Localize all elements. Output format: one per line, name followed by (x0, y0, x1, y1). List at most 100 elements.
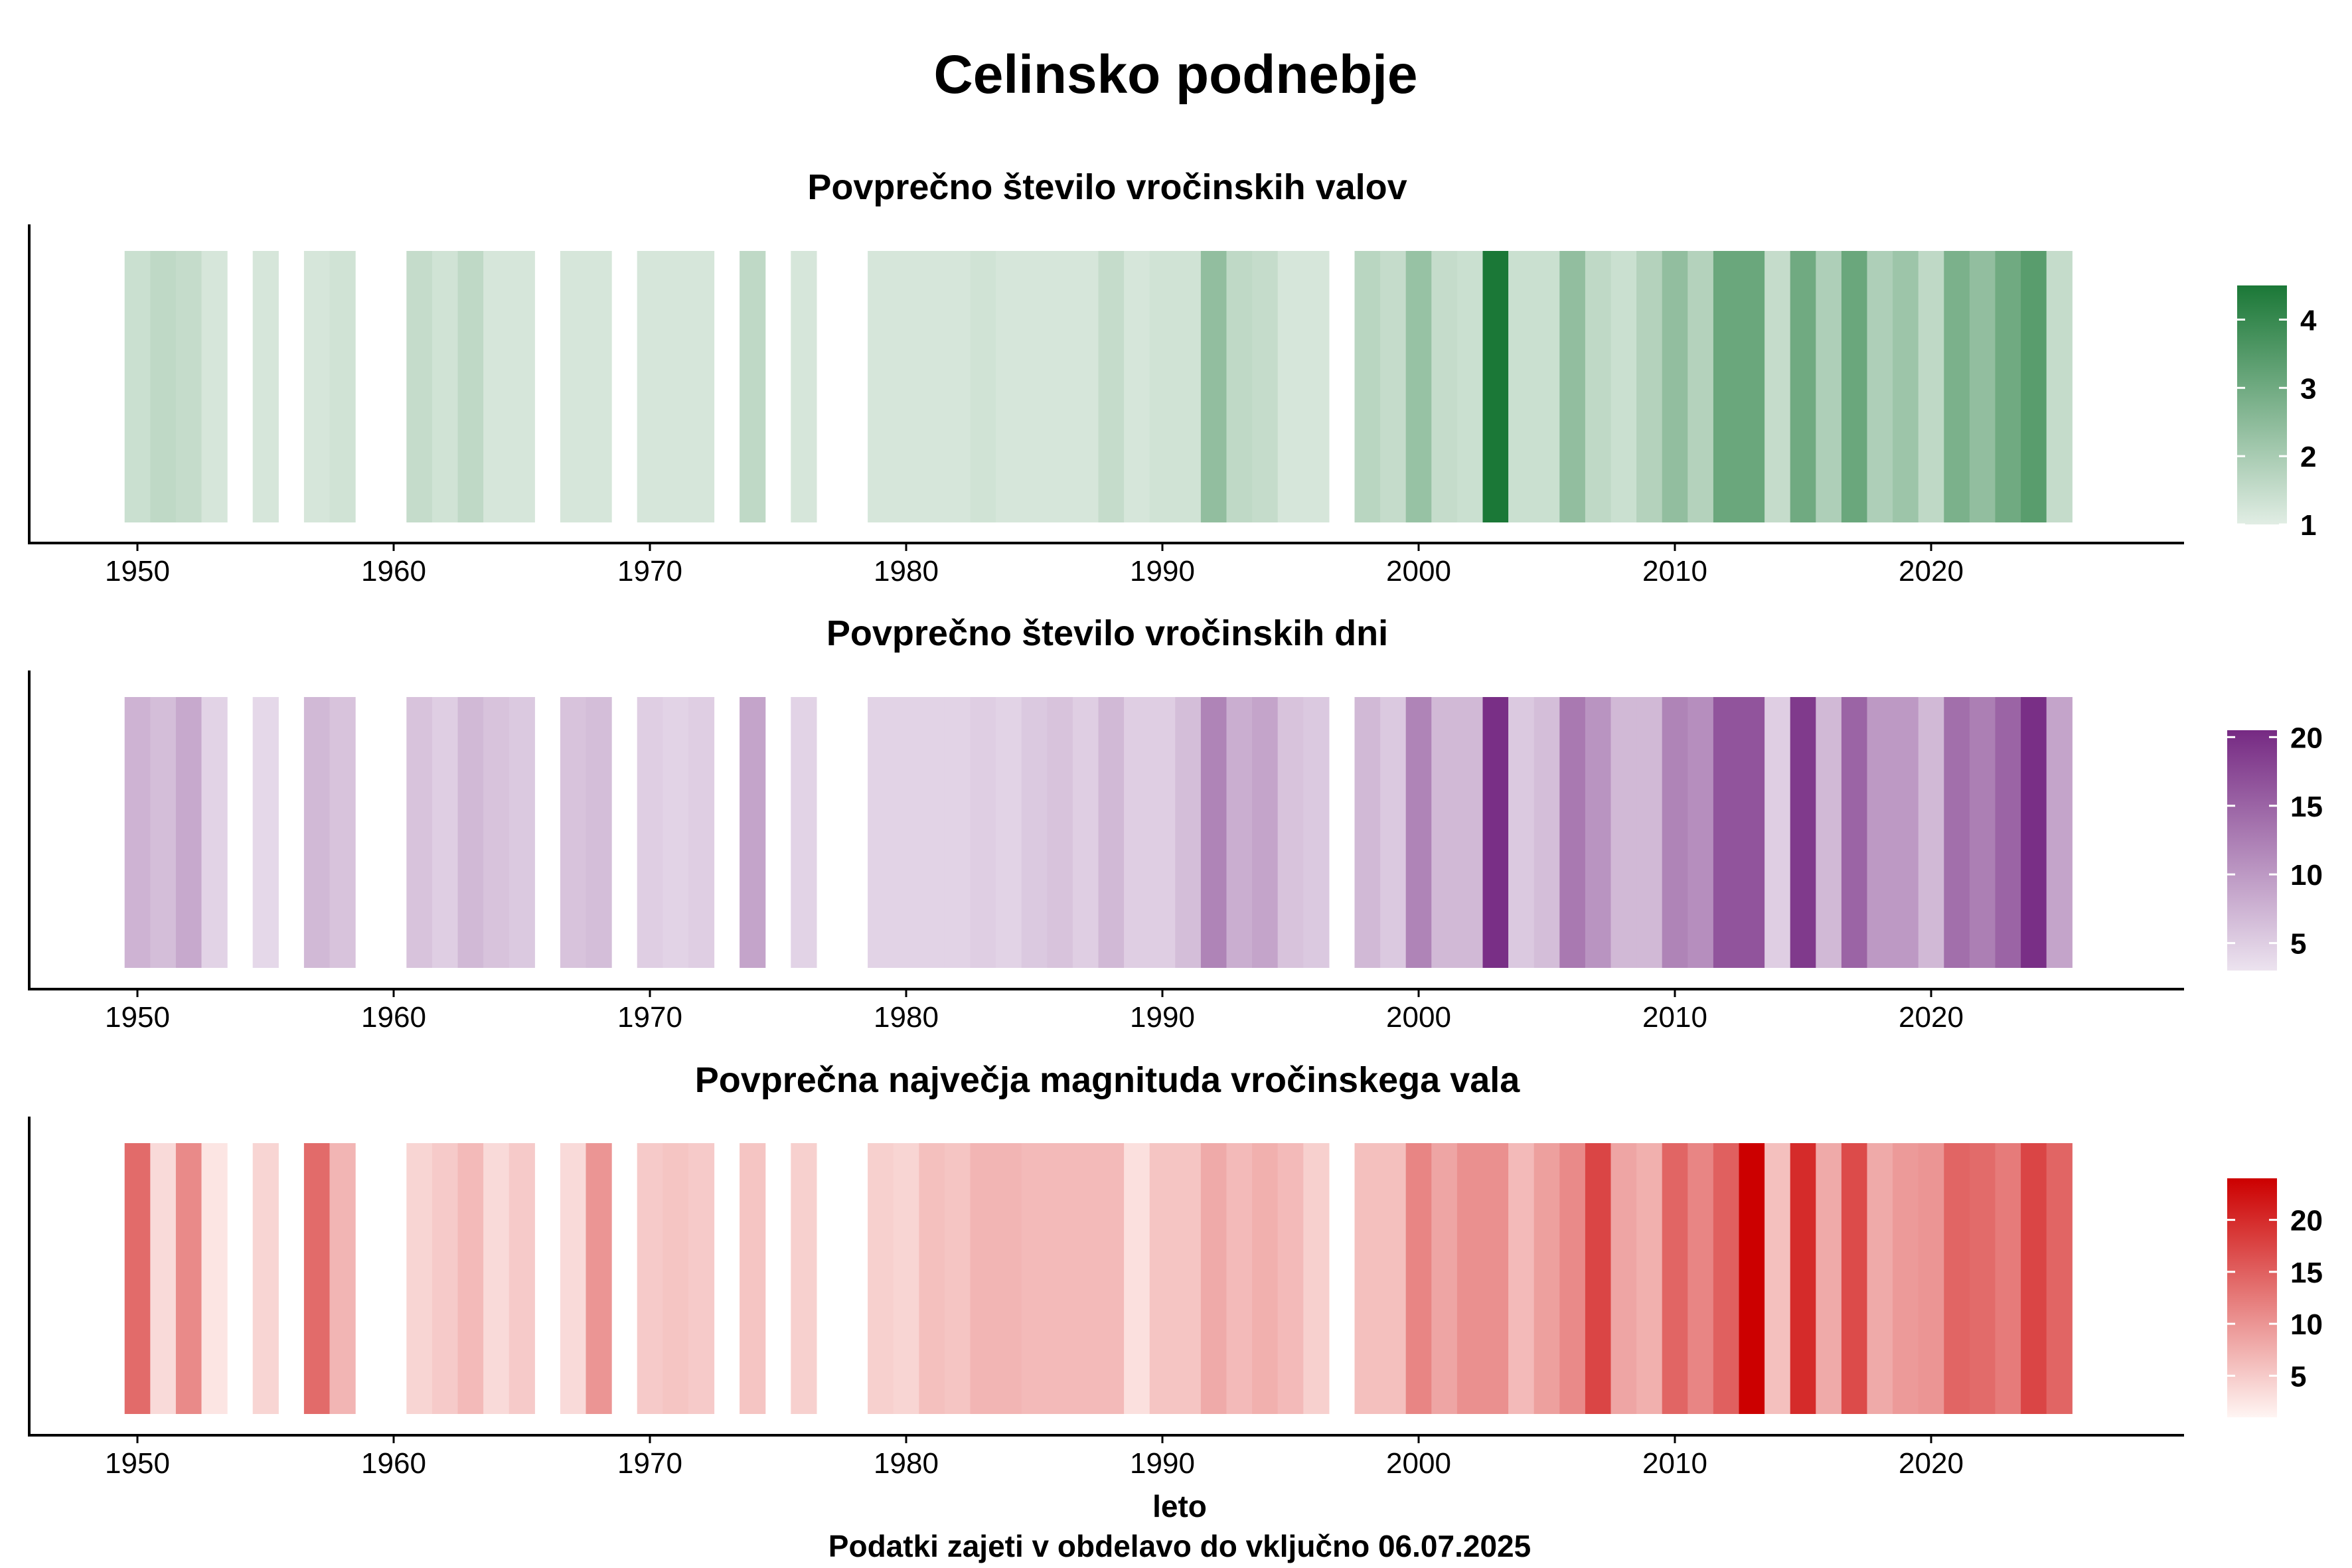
year-bar (1508, 697, 1535, 968)
year-bar (2046, 1143, 2073, 1414)
x-tick-label: 2010 (1642, 1001, 1707, 1034)
year-bar (1559, 251, 1586, 522)
x-tick-label: 1980 (874, 1001, 939, 1034)
year-bar (688, 697, 715, 968)
x-tick-label: 1980 (874, 1447, 939, 1480)
year-bar (1277, 697, 1304, 968)
year-bar (1072, 251, 1099, 522)
year-bar (1585, 1143, 1612, 1414)
x-tick-label: 1990 (1130, 555, 1195, 588)
year-bar (1944, 1143, 1970, 1414)
panel-title: Povprečno število vročinskih valov (807, 167, 1407, 207)
year-bar (1995, 1143, 2021, 1414)
year-bar (1662, 1143, 1688, 1414)
year-bar (560, 1143, 587, 1414)
year-bar (124, 697, 151, 968)
x-tick-label: 1950 (105, 555, 170, 588)
year-bar (1662, 697, 1688, 968)
x-tick-label: 1960 (361, 555, 426, 588)
year-bar (1277, 1143, 1304, 1414)
year-bar (1944, 251, 1970, 522)
x-tick-label: 1970 (617, 1447, 682, 1480)
year-bar (1380, 251, 1407, 522)
year-bar (1559, 697, 1586, 968)
colorbar (2237, 285, 2287, 524)
x-tick-label: 1960 (361, 1447, 426, 1480)
year-bar (1354, 251, 1381, 522)
year-bar (124, 1143, 151, 1414)
year-bar (1252, 1143, 1279, 1414)
year-bar (1585, 251, 1612, 522)
x-tick-label: 1990 (1130, 1001, 1195, 1034)
year-bar (1226, 251, 1253, 522)
year-bar (1687, 251, 1714, 522)
year-bar (1764, 1143, 1791, 1414)
year-bar (1482, 697, 1509, 968)
year-bar (1969, 1143, 1996, 1414)
year-bar (1867, 697, 1893, 968)
year-bar (252, 697, 279, 968)
panel-title: Povprečna največja magnituda vročinskega… (695, 1060, 1521, 1100)
year-bar (1354, 697, 1381, 968)
data-caption: Podatki zajeti v obdelavo do vključno 06… (828, 1529, 1531, 1563)
year-bar (1739, 1143, 1765, 1414)
x-tick-label: 1960 (361, 1001, 426, 1034)
year-bar (1456, 1143, 1484, 1414)
year-bar (1559, 1143, 1586, 1414)
year-bar (996, 251, 1022, 522)
year-bar (740, 697, 766, 968)
x-tick-label: 1950 (105, 1001, 170, 1034)
year-bar (637, 251, 663, 522)
year-bar (1405, 251, 1432, 522)
year-bar (1124, 251, 1150, 522)
year-bar (1713, 697, 1740, 968)
year-bar (1918, 697, 1944, 968)
year-bar (1456, 697, 1484, 968)
year-bar (1380, 697, 1407, 968)
year-bar (1149, 251, 1176, 522)
year-bar (868, 1143, 894, 1414)
year-bar (1098, 251, 1125, 522)
year-bar (1713, 1143, 1740, 1414)
year-bar (201, 1143, 228, 1414)
year-bar (431, 1143, 459, 1414)
year-bar (688, 251, 715, 522)
year-bar (1200, 697, 1227, 968)
year-bar (1585, 697, 1612, 968)
year-bar (406, 1143, 433, 1414)
year-bar (1867, 1143, 1893, 1414)
year-bar (201, 251, 228, 522)
colorbar-tick-label: 15 (2290, 791, 2323, 823)
x-tick-label: 2020 (1899, 555, 1964, 588)
year-bar (150, 1143, 177, 1414)
year-bar (1354, 1143, 1381, 1414)
year-bar (1482, 251, 1509, 522)
x-tick-label: 1970 (617, 1001, 682, 1034)
year-bar (1739, 697, 1765, 968)
year-bar (1995, 697, 2021, 968)
year-bar (970, 251, 996, 522)
year-bar (1149, 1143, 1176, 1414)
year-bar (1816, 697, 1842, 968)
year-bar (1610, 697, 1637, 968)
year-bar (663, 697, 689, 968)
year-bar (1405, 1143, 1432, 1414)
year-bar (893, 697, 919, 968)
year-bar (1969, 697, 1996, 968)
year-bar (1764, 251, 1791, 522)
year-bar (431, 697, 459, 968)
year-bar (1944, 697, 1970, 968)
colorbar (2227, 730, 2277, 971)
year-bar (637, 1143, 663, 1414)
year-bar (996, 697, 1022, 968)
year-bar (586, 251, 612, 522)
year-bar (457, 251, 484, 522)
year-bar (1021, 251, 1048, 522)
year-bar (586, 697, 612, 968)
year-bar (2021, 1143, 2047, 1414)
year-bar (201, 697, 228, 968)
year-bar (1303, 251, 1330, 522)
year-bar (740, 1143, 766, 1414)
year-bar (740, 251, 766, 522)
year-bar (944, 1143, 971, 1414)
